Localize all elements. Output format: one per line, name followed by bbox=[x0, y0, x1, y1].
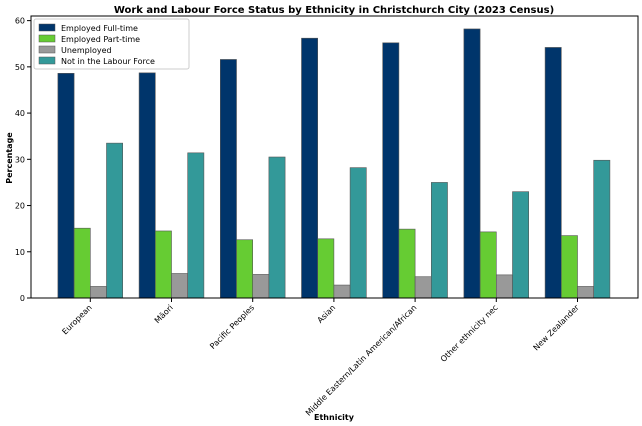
plot-frame bbox=[30, 15, 639, 299]
bar-unemployed-0 bbox=[90, 286, 107, 299]
bar-not-in-the-labour-force-3 bbox=[349, 167, 367, 299]
y-tick-label: 50 bbox=[15, 63, 25, 72]
legend-label: Employed Full-time bbox=[61, 24, 138, 33]
legend-swatch bbox=[38, 56, 56, 65]
bar-employed-part-time-4 bbox=[398, 228, 416, 299]
x-tick-label: Māori bbox=[153, 303, 175, 325]
plot-area: 0 10 20 30 40 50 60 European Māori Pacific People… bbox=[15, 17, 611, 418]
bar-not-in-the-labour-force-6 bbox=[593, 159, 611, 299]
bar-unemployed-6 bbox=[577, 286, 595, 299]
legend-swatch bbox=[38, 45, 56, 54]
bar-not-in-the-labour-force-4 bbox=[430, 182, 448, 299]
chart-title: Work and Labour Force Status by Ethnicit… bbox=[114, 5, 554, 16]
y-axis-label: Percentage bbox=[5, 132, 14, 184]
bar-employed-full-time-3 bbox=[301, 37, 319, 299]
legend: Employed Full-time Employed Part-time Unem… bbox=[33, 18, 190, 70]
bar-employed-part-time-3 bbox=[317, 238, 335, 299]
x-tick-label: European bbox=[60, 303, 93, 336]
bar-unemployed-2 bbox=[252, 274, 270, 299]
bar-employed-full-time-6 bbox=[544, 47, 562, 299]
bar-unemployed-1 bbox=[171, 273, 189, 299]
bar-employed-part-time-5 bbox=[479, 231, 497, 299]
bar-employed-part-time-2 bbox=[236, 239, 254, 299]
legend-swatch bbox=[38, 23, 56, 32]
bar-not-in-the-labour-force-0 bbox=[106, 142, 124, 299]
legend-box bbox=[33, 18, 190, 70]
legend-swatch bbox=[38, 34, 56, 43]
bar-employed-part-time-1 bbox=[155, 230, 172, 299]
y-tick-label: 60 bbox=[15, 17, 25, 26]
bar-not-in-the-labour-force-2 bbox=[268, 156, 286, 299]
bar-employed-part-time-6 bbox=[560, 235, 578, 299]
y-tick-label: 30 bbox=[15, 155, 25, 164]
x-axis-label: Ethnicity bbox=[314, 413, 355, 422]
y-tick-label: 40 bbox=[15, 109, 25, 118]
bar-employed-full-time-2 bbox=[220, 59, 237, 299]
bar-employed-part-time-0 bbox=[73, 227, 91, 299]
x-tick-label: Pacific Peoples bbox=[208, 303, 256, 351]
y-tick-label: 10 bbox=[15, 248, 25, 257]
bar-unemployed-4 bbox=[414, 276, 432, 299]
bar-unemployed-5 bbox=[495, 274, 513, 299]
bar-employed-full-time-0 bbox=[57, 73, 75, 299]
x-tick-label: Asian bbox=[316, 303, 338, 325]
legend-label: Unemployed bbox=[61, 46, 112, 55]
x-tick-label: Other ethnicity nec bbox=[439, 303, 500, 364]
x-tick-label: New Zealander bbox=[532, 303, 582, 353]
y-tick-label: 0 bbox=[20, 294, 25, 303]
bar-unemployed-3 bbox=[333, 284, 351, 299]
legend-label: Employed Part-time bbox=[61, 35, 140, 44]
bar-employed-full-time-1 bbox=[138, 72, 156, 299]
bar-not-in-the-labour-force-5 bbox=[512, 191, 530, 299]
bar-employed-full-time-5 bbox=[463, 28, 481, 299]
y-tick-label: 20 bbox=[15, 202, 25, 211]
legend-label: Not in the Labour Force bbox=[61, 57, 155, 66]
bar-employed-full-time-4 bbox=[382, 42, 400, 299]
bar-not-in-the-labour-force-1 bbox=[187, 152, 205, 299]
